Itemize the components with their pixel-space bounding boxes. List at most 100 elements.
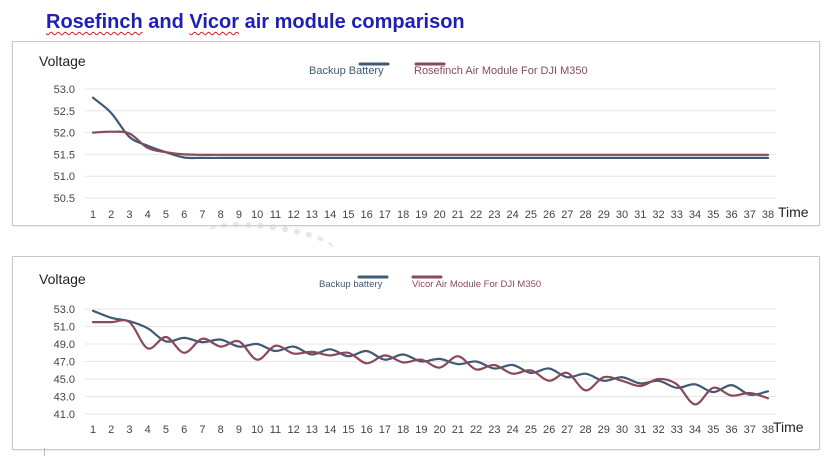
y-axis-label: Voltage: [39, 271, 86, 287]
x-tick-label: 2: [108, 209, 114, 221]
vicor-series-1-line: [91, 309, 770, 396]
x-tick-label: 36: [725, 209, 737, 221]
x-tick-label: 29: [598, 209, 610, 221]
x-tick-label: 18: [397, 424, 409, 436]
x-tick-label: 28: [579, 424, 591, 436]
x-tick-label: 21: [452, 424, 464, 436]
x-tick-label: 6: [181, 209, 187, 221]
vicor-voltage-chart: 41.043.045.047.049.051.053.01 2 3 4 5 6 7 8 9 10 1…: [39, 271, 804, 436]
y-tick-label: 50.5: [54, 193, 75, 205]
title-rest: air module comparison: [239, 11, 465, 33]
x-tick-label: 12: [288, 424, 300, 436]
x-tick-label: 36: [725, 424, 737, 436]
x-tick-label: 8: [218, 424, 224, 436]
x-tick-label: 14: [324, 424, 336, 436]
y-tick-label: 47.0: [54, 357, 75, 369]
x-tick-label: 23: [488, 209, 500, 221]
title-brand-rosefinch: Rosefinch: [46, 11, 143, 33]
x-tick-label: 15: [342, 424, 354, 436]
x-tick-label: 34: [689, 424, 701, 436]
x-tick-label: 13: [306, 209, 318, 221]
x-tick-label: 3: [126, 209, 132, 221]
vicor-chart-panel: 41.0 43.0 45.0 47.0 49.0 51.0 53.0 1 2 3 4 5 6 7 8 9 10 1…: [12, 256, 820, 450]
y-tick-label: 41.0: [54, 409, 75, 421]
x-axis-label: Time: [778, 204, 809, 220]
x-tick-label: 14: [324, 209, 336, 221]
x-tick-label: 29: [598, 424, 610, 436]
x-tick-label: 31: [634, 209, 646, 221]
y-tick-label: 51.0: [54, 322, 75, 334]
x-tick-label: 27: [561, 209, 573, 221]
legend-label-1: Backup Battery: [309, 65, 384, 77]
title-and: and: [142, 11, 190, 33]
x-tick-label: 24: [506, 424, 518, 436]
x-tick-label: 10: [251, 209, 263, 221]
y-tick-label: 49.0: [54, 339, 75, 351]
x-tick-label: 5: [163, 209, 169, 221]
x-tick-label: 22: [470, 424, 482, 436]
x-tick-label: 23: [488, 424, 500, 436]
x-tick-label: 2: [108, 424, 114, 436]
x-tick-label: 30: [616, 424, 628, 436]
x-tick-label: 38: [762, 209, 774, 221]
x-tick-label: 5: [163, 424, 169, 436]
x-tick-label: 8: [218, 209, 224, 221]
x-tick-label: 17: [379, 209, 391, 221]
legend-label-2: Rosefinch Air Module For DJI M350: [414, 65, 588, 77]
x-tick-label: 13: [306, 424, 318, 436]
x-tick-label: 37: [744, 424, 756, 436]
title-brand-vicor: Vicor: [189, 11, 240, 33]
rosefinch-chart-panel: 50.5 51.0 51.5 52.0 52.5 53.0 1 2 3 4 5 6 7 8 9 10 11 12 1…: [12, 41, 820, 226]
x-tick-label: 7: [199, 209, 205, 221]
x-tick-label: 12: [288, 209, 300, 221]
x-tick-label: 35: [707, 209, 719, 221]
x-tick-label: 4: [145, 424, 151, 436]
y-axis-label: Voltage: [39, 53, 86, 69]
x-tick-label: 17: [379, 424, 391, 436]
x-tick-label: 38: [762, 424, 774, 436]
x-tick-label: 1: [90, 424, 96, 436]
x-tick-label: 11: [270, 424, 281, 436]
x-tick-label: 34: [689, 209, 701, 221]
y-tick-label: 51.5: [54, 149, 75, 161]
x-tick-label: 15: [342, 209, 354, 221]
rosefinch-series-2-line: [91, 130, 770, 156]
x-tick-label: 4: [145, 209, 151, 221]
page-title: Rosefinch and Vicor air module compariso…: [46, 11, 465, 34]
edge-mark: [44, 448, 45, 456]
y-tick-label: 52.5: [54, 106, 75, 118]
y-tick-label: 45.0: [54, 374, 75, 386]
x-tick-label: 32: [652, 209, 664, 221]
x-tick-label: 20: [433, 424, 445, 436]
rosefinch-voltage-chart: 50.551.051.552.052.553.01 2 3 4 5 6 7 8 9 10 11 12 1…: [39, 53, 809, 221]
x-tick-label: 20: [433, 209, 445, 221]
x-tick-label: 16: [361, 209, 373, 221]
rosefinch-series-1-line: [91, 96, 770, 160]
x-tick-label: 1: [90, 209, 96, 221]
y-tick-label: 53.0: [54, 304, 75, 316]
x-tick-label: 19: [415, 424, 427, 436]
x-tick-label: 26: [543, 424, 555, 436]
x-tick-label: 7: [199, 424, 205, 436]
x-tick-label: 18: [397, 209, 409, 221]
x-tick-label: 10: [251, 424, 263, 436]
x-tick-label: 22: [470, 209, 482, 221]
x-tick-label: 33: [671, 424, 683, 436]
x-tick-label: 35: [707, 424, 719, 436]
x-tick-label: 11: [270, 209, 281, 221]
x-tick-label: 25: [525, 424, 537, 436]
x-tick-label: 24: [506, 209, 518, 221]
y-tick-label: 43.0: [54, 392, 75, 404]
x-tick-label: 30: [616, 209, 628, 221]
x-tick-label: 25: [525, 209, 537, 221]
x-tick-label: 27: [561, 424, 573, 436]
x-tick-label: 32: [652, 424, 664, 436]
x-tick-label: 28: [579, 209, 591, 221]
x-tick-label: 19: [415, 209, 427, 221]
y-tick-label: 53.0: [54, 84, 75, 96]
x-tick-label: 6: [181, 424, 187, 436]
legend-label-1: Backup battery: [319, 279, 383, 290]
y-tick-label: 51.0: [54, 171, 75, 183]
x-tick-label: 37: [744, 209, 756, 221]
x-tick-label: 33: [671, 209, 683, 221]
